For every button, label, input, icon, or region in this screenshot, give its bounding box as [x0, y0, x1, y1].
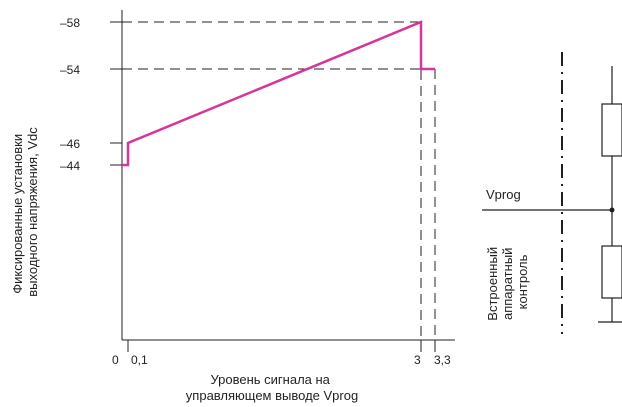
y-axis-title: Фиксированные установки выходного напряж…	[10, 127, 40, 297]
x-tick-label-3: 3	[414, 353, 421, 367]
x-tick-label-3-3: 3,3	[434, 353, 451, 367]
resistor-top	[601, 103, 622, 157]
y-tick-label-44: –44	[60, 159, 80, 173]
x-axis-title: Уровень сигнала на управляющем выводе Vp…	[186, 372, 358, 403]
voltage-curve	[122, 20, 435, 167]
y-tick-label-46: –46	[60, 137, 80, 151]
x-tick-label-0-1: 0,1	[131, 353, 148, 367]
resistor-bottom	[601, 245, 622, 299]
y-tick-label-54: –54	[60, 63, 80, 77]
x-tick-label-0: 0	[112, 353, 119, 367]
vprog-label: Vprog	[486, 187, 521, 202]
block-label: Встроенный аппаратный контроль	[485, 243, 530, 320]
y-tick-label-58: –58	[60, 16, 80, 30]
